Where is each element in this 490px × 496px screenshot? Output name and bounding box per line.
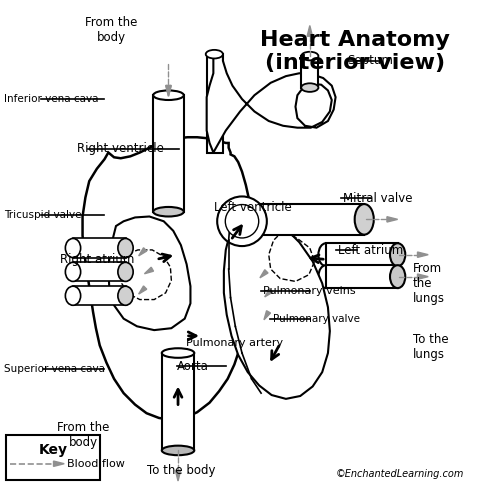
Text: Septum: Septum [347, 55, 393, 67]
Polygon shape [166, 85, 171, 96]
Text: Key: Key [38, 443, 67, 457]
Polygon shape [175, 470, 181, 481]
Ellipse shape [206, 50, 223, 59]
Ellipse shape [229, 204, 248, 235]
Polygon shape [417, 252, 428, 257]
Text: Aorta: Aorta [177, 360, 209, 373]
Text: Left ventricle: Left ventricle [214, 201, 292, 214]
Ellipse shape [153, 90, 184, 100]
Ellipse shape [118, 262, 133, 281]
Ellipse shape [225, 204, 259, 238]
Text: Tricuspid valve: Tricuspid valve [4, 210, 81, 220]
Polygon shape [82, 137, 254, 420]
Polygon shape [207, 54, 223, 152]
Text: Heart Anatomy
(interior view): Heart Anatomy (interior view) [260, 30, 450, 73]
Polygon shape [417, 274, 428, 279]
Polygon shape [207, 54, 336, 152]
Polygon shape [139, 248, 147, 256]
Polygon shape [387, 217, 398, 222]
Text: Pulmonary valve: Pulmonary valve [273, 314, 360, 324]
Polygon shape [73, 239, 125, 257]
Polygon shape [153, 95, 184, 212]
FancyBboxPatch shape [6, 435, 99, 480]
Polygon shape [162, 353, 194, 450]
Text: To the body: To the body [147, 464, 216, 477]
Text: Mitral valve: Mitral valve [343, 192, 413, 205]
Ellipse shape [153, 207, 184, 216]
Polygon shape [265, 289, 273, 297]
Polygon shape [108, 216, 191, 330]
Polygon shape [139, 286, 147, 294]
Text: From
the
lungs: From the lungs [413, 262, 445, 305]
Polygon shape [301, 56, 319, 88]
Text: From the
body: From the body [57, 421, 109, 449]
Text: Right atrium: Right atrium [60, 253, 134, 266]
Ellipse shape [118, 286, 133, 306]
Text: To the
lungs: To the lungs [413, 333, 449, 362]
Ellipse shape [318, 265, 334, 288]
Polygon shape [145, 267, 153, 274]
Ellipse shape [65, 239, 81, 257]
Ellipse shape [390, 265, 405, 288]
Polygon shape [264, 310, 270, 320]
Ellipse shape [162, 445, 194, 455]
Polygon shape [73, 262, 125, 281]
Ellipse shape [217, 196, 267, 246]
Polygon shape [307, 25, 313, 36]
Text: Pulmonary veins: Pulmonary veins [264, 286, 356, 296]
Polygon shape [53, 461, 64, 466]
Ellipse shape [65, 262, 81, 281]
Text: Pulmonary artery: Pulmonary artery [186, 338, 283, 348]
Polygon shape [326, 243, 398, 266]
Text: Superior vena cava: Superior vena cava [4, 364, 105, 374]
Polygon shape [238, 204, 364, 235]
Text: Inferior vena cava: Inferior vena cava [4, 94, 98, 104]
Polygon shape [326, 265, 398, 288]
Polygon shape [224, 215, 330, 399]
Text: Right ventricle: Right ventricle [77, 142, 164, 155]
Polygon shape [166, 85, 171, 96]
Ellipse shape [390, 243, 405, 266]
Text: ©EnchantedLearning.com: ©EnchantedLearning.com [336, 469, 464, 479]
Ellipse shape [65, 286, 81, 306]
Ellipse shape [162, 348, 194, 358]
Ellipse shape [318, 243, 334, 266]
Ellipse shape [301, 52, 319, 61]
Ellipse shape [118, 239, 133, 257]
Polygon shape [260, 270, 268, 278]
Ellipse shape [355, 204, 374, 235]
Ellipse shape [301, 83, 319, 92]
Text: Left atrium: Left atrium [338, 244, 403, 257]
Text: From the
body: From the body [85, 16, 138, 44]
Polygon shape [73, 286, 125, 306]
Text: Blood flow: Blood flow [67, 459, 125, 469]
